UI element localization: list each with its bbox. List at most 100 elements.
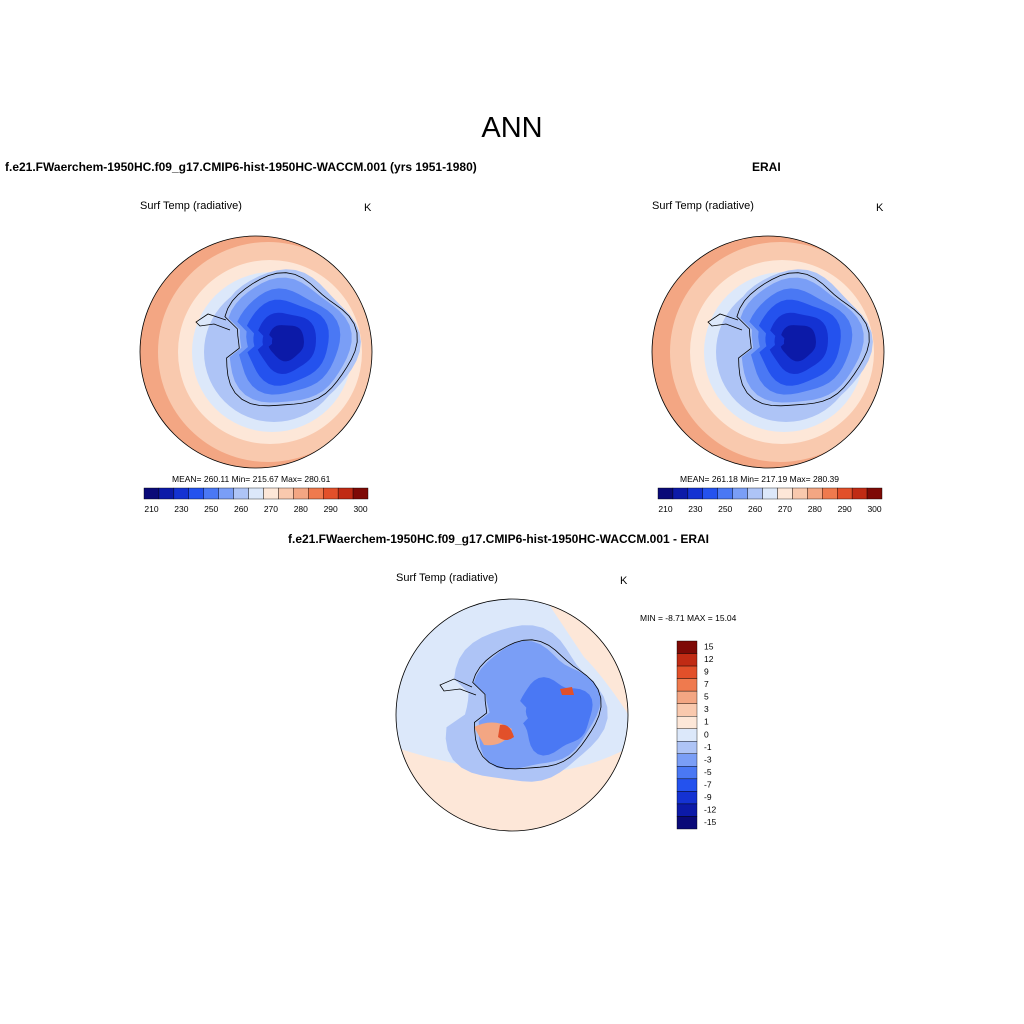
colorbar-box	[188, 487, 204, 500]
colorbar-tick-label: 9	[704, 667, 709, 677]
colorbar-tick-label: 7	[704, 679, 709, 689]
colorbar-box	[322, 487, 339, 500]
obs-colorbar: 210 230 250 260 270 280 290 300	[657, 487, 883, 514]
colorbar-tick-label: 210	[144, 504, 158, 514]
model-panel-title: f.e21.FWaerchem-1950HC.f09_g17.CMIP6-his…	[5, 160, 477, 174]
diff-units-label: K	[620, 575, 628, 587]
colorbar-tick-label: 260	[748, 504, 762, 514]
diff-map	[395, 598, 629, 832]
colorbar-box	[676, 791, 698, 805]
colorbar-tick-label: 280	[294, 504, 308, 514]
colorbar-box	[676, 816, 698, 830]
colorbar-box	[203, 487, 219, 500]
model-map	[139, 235, 373, 469]
colorbar-box	[657, 487, 674, 500]
colorbar-box	[676, 741, 698, 755]
colorbar-box	[218, 487, 234, 500]
model-map-fill	[140, 236, 372, 468]
diff-coastline	[472, 639, 602, 770]
colorbar-box	[676, 728, 698, 742]
colorbar-box	[851, 487, 868, 500]
colorbar-tick-label: 210	[658, 504, 672, 514]
colorbar-box	[807, 487, 823, 500]
diff-hot-spot	[560, 687, 574, 695]
coastline	[736, 272, 870, 407]
colorbar-tick-label: 0	[704, 729, 709, 739]
diff-map-fill	[396, 599, 628, 831]
colorbar-tick-label: 290	[838, 504, 852, 514]
colorbar-tick-label: -5	[704, 767, 712, 777]
obs-stats: MEAN= 261.18 Min= 217.19 Max= 280.39	[680, 474, 840, 484]
colorbar-box	[676, 715, 698, 729]
figure-title: ANN	[481, 112, 543, 144]
colorbar-tick-label: 3	[704, 704, 709, 714]
model-units-label: K	[364, 202, 372, 214]
colorbar-tick-label: 300	[353, 504, 367, 514]
colorbar-box	[676, 678, 698, 692]
colorbar-box	[676, 665, 698, 679]
colorbar-tick-label: -9	[704, 792, 712, 802]
peninsula-coastline	[195, 313, 231, 331]
obs-map-fill	[652, 236, 884, 468]
colorbar-tick-label: 270	[264, 504, 278, 514]
obs-panel-title: ERAI	[752, 160, 781, 174]
diff-hot-patch	[498, 724, 514, 740]
diff-warm-band	[396, 747, 628, 831]
colorbar-tick-label: 1	[704, 717, 709, 727]
colorbar-box	[687, 487, 703, 500]
colorbar-box	[278, 487, 294, 500]
colorbar-tick-label: 230	[688, 504, 702, 514]
colorbar-tick-label: 230	[174, 504, 188, 514]
colorbar-box	[676, 778, 698, 792]
map-band-10	[780, 325, 816, 362]
obs-map	[651, 235, 885, 469]
diff-stats: MIN = -8.71 MAX = 15.04	[640, 613, 737, 623]
colorbar-tick-label: -3	[704, 754, 712, 764]
colorbar-box	[676, 753, 698, 767]
colorbar-box	[762, 487, 778, 500]
diff-panel-title: f.e21.FWaerchem-1950HC.f09_g17.CMIP6-his…	[288, 532, 710, 546]
colorbar-box	[676, 703, 698, 717]
colorbar-tick-label: 12	[704, 654, 714, 664]
colorbar-box	[777, 487, 793, 500]
colorbar-box	[732, 487, 748, 500]
colorbar-box	[676, 653, 698, 667]
peninsula-coastline	[707, 313, 743, 331]
colorbar-tick-label: 250	[718, 504, 732, 514]
coastline	[224, 272, 358, 407]
colorbar-box	[676, 766, 698, 780]
map-band-10	[268, 325, 304, 362]
colorbar-tick-label: -7	[704, 779, 712, 789]
colorbar-box	[676, 803, 698, 817]
colorbar-box	[233, 487, 249, 500]
colorbar-box	[672, 487, 689, 500]
colorbar-box	[337, 487, 354, 500]
colorbar-tick-label: -1	[704, 742, 712, 752]
colorbar-box	[263, 487, 279, 500]
colorbar-box	[143, 487, 160, 500]
colorbar-tick-label: -12	[704, 804, 717, 814]
colorbar-box	[293, 487, 309, 500]
colorbar-tick-label: 290	[324, 504, 338, 514]
model-stats: MEAN= 260.11 Min= 215.67 Max= 280.61	[172, 474, 331, 484]
colorbar-box	[836, 487, 853, 500]
diff-variable-label: Surf Temp (radiative)	[396, 572, 498, 584]
colorbar-tick-label: 260	[234, 504, 248, 514]
colorbar-box	[676, 640, 698, 654]
colorbar-tick-label: 300	[867, 504, 881, 514]
obs-variable-label: Surf Temp (radiative)	[652, 200, 754, 212]
colorbar-box	[308, 487, 324, 500]
colorbar-box	[352, 487, 369, 500]
colorbar-tick-label: 280	[808, 504, 822, 514]
colorbar-box	[248, 487, 264, 500]
colorbar-box	[747, 487, 763, 500]
colorbar-tick-label: -15	[704, 817, 717, 827]
colorbar-tick-label: 250	[204, 504, 218, 514]
colorbar-tick-label: 5	[704, 692, 709, 702]
colorbar-box	[158, 487, 175, 500]
diff-colorbar: 15 12 9 7 5 3 1 0 -1 -3 -5 -7 -9 -12 -15	[676, 640, 717, 830]
colorbar-box	[822, 487, 838, 500]
model-variable-label: Surf Temp (radiative)	[140, 200, 242, 212]
diff-peninsula-coastline	[439, 678, 477, 696]
diff-neg-region-3	[520, 677, 593, 756]
